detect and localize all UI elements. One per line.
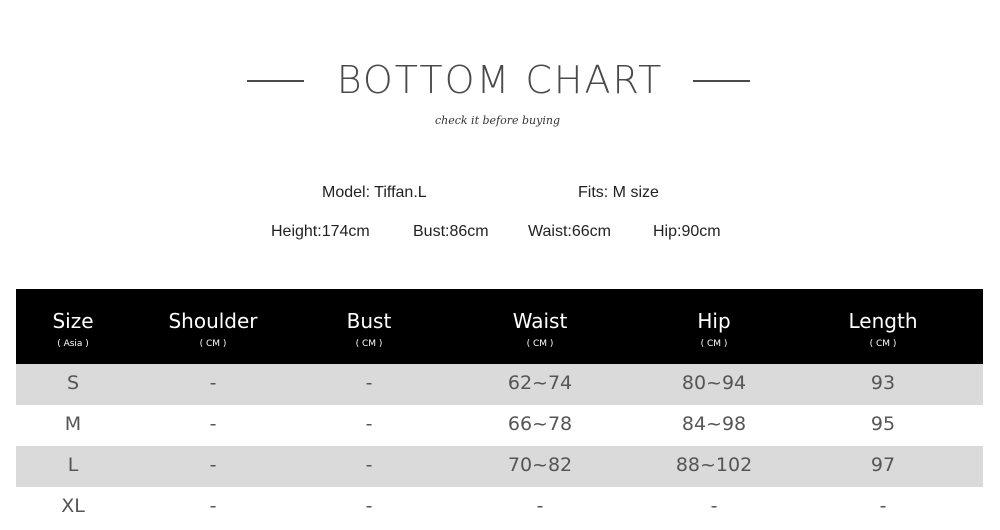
model-bust: Bust:86cm [413, 223, 489, 240]
column-header: Length [848, 309, 918, 333]
table-cell: S [66, 372, 80, 394]
table-cell: 80~94 [681, 372, 747, 394]
table-cell: 66~78 [507, 413, 573, 435]
column-unit: ( CM ) [700, 339, 728, 349]
table-cell: XL [61, 495, 85, 517]
table-cell: - [365, 372, 373, 394]
column-header: Waist [512, 309, 568, 333]
table-cell: - [365, 454, 373, 476]
table-row: M - - 66~78 84~98 95 [16, 405, 983, 446]
size-table: Size ( Asia ) Shoulder ( CM ) Bust ( CM ) Wais… [16, 289, 983, 530]
table-row: XL - - - - - [16, 487, 983, 530]
title-right-rule [693, 80, 750, 82]
table-header: Size ( Asia ) Shoulder ( CM ) Bust ( CM ) Wais… [16, 289, 983, 364]
table-row: S - - 62~74 80~94 93 [16, 364, 983, 405]
table-cell: - [365, 495, 373, 517]
table-cell: 62~74 [507, 372, 573, 394]
table-cell: - [209, 413, 217, 435]
column-unit: ( CM ) [199, 339, 227, 349]
title-left-rule [247, 80, 304, 82]
model-waist: Waist:66cm [528, 223, 611, 240]
subtitle: check it before buying [434, 114, 560, 127]
table-cell: 93 [870, 372, 896, 394]
column-header: Size [52, 309, 94, 333]
column-unit: ( CM ) [526, 339, 554, 349]
table-cell: - [209, 454, 217, 476]
table-cell: - [879, 495, 887, 517]
model-name: Model: Tiffan.L [322, 184, 427, 201]
column-unit: ( Asia ) [57, 339, 89, 349]
table-cell: - [536, 495, 544, 517]
table-cell: 95 [870, 413, 896, 435]
column-unit: ( CM ) [869, 339, 897, 349]
table-cell: - [209, 495, 217, 517]
column-unit: ( CM ) [355, 339, 383, 349]
model-height: Height:174cm [271, 223, 370, 240]
table-cell: - [365, 413, 373, 435]
table-cell: 88~102 [675, 454, 753, 476]
table-row: L - - 70~82 88~102 97 [16, 446, 983, 487]
model-hip: Hip:90cm [653, 223, 721, 240]
table-cell: 84~98 [681, 413, 747, 435]
table-cell: - [710, 495, 718, 517]
table-cell: M [64, 413, 82, 435]
column-header: Bust [346, 309, 392, 333]
table-cell: 70~82 [507, 454, 573, 476]
column-header: Shoulder [168, 309, 258, 333]
table-cell: 97 [870, 454, 896, 476]
column-header: Hip [697, 309, 731, 333]
page-title: BOTTOM CHART [336, 58, 664, 102]
model-fits: Fits: M size [578, 184, 659, 201]
table-cell: - [209, 372, 217, 394]
table-cell: L [67, 454, 79, 476]
